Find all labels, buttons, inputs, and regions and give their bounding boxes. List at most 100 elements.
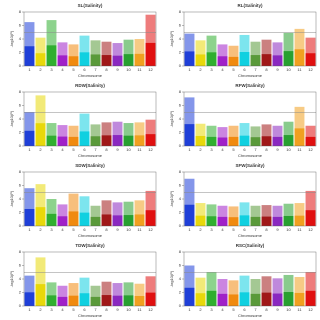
chromosome-core xyxy=(228,294,239,306)
panel-title: RSC(Salinity) xyxy=(236,243,265,248)
chromosome-core xyxy=(145,210,156,226)
chromosome-core xyxy=(184,204,195,226)
chromosome-core xyxy=(294,292,305,306)
chromosome-peak xyxy=(250,205,261,226)
chromosome-core xyxy=(261,136,272,146)
plot-frame xyxy=(183,251,317,307)
chromosome-peak xyxy=(228,125,239,146)
chromosome-core xyxy=(250,216,261,226)
y-tick-label: 6 xyxy=(19,183,22,188)
chromosome-core xyxy=(68,211,79,226)
x-tick-label: 12 xyxy=(148,227,153,232)
chromosome-core xyxy=(250,137,261,146)
chromosome-core xyxy=(46,135,57,146)
chromosome-core xyxy=(101,295,112,306)
x-tick-label: 2 xyxy=(39,227,42,232)
x-tick-label: 1 xyxy=(188,227,191,232)
chromosome-peak xyxy=(112,121,123,146)
chromosome-peak xyxy=(195,123,206,146)
chromosome-peak xyxy=(217,279,228,306)
chromosome-peak xyxy=(305,272,316,306)
x-tick-label: 5 xyxy=(232,307,235,312)
chromosome-peak xyxy=(272,278,283,306)
x-tick-label: 9 xyxy=(116,227,119,232)
chromosome-peak xyxy=(184,97,195,146)
x-tick-label: 9 xyxy=(276,147,279,152)
y-axis-label: -log10(P) xyxy=(169,30,174,47)
y-tick-label: 0 xyxy=(179,223,182,228)
chromosome-peak xyxy=(261,39,272,66)
y-tick-label: 6 xyxy=(19,103,22,108)
chromosome-core xyxy=(57,136,68,146)
x-tick-label: 5 xyxy=(72,147,75,152)
x-tick-label: 8 xyxy=(265,307,268,312)
chromosome-core xyxy=(250,55,261,66)
x-tick-label: 3 xyxy=(210,67,213,72)
chromosome-core xyxy=(134,295,145,306)
x-tick-label: 11 xyxy=(137,227,142,232)
y-tick-label: 8 xyxy=(19,169,22,174)
chromosome-peak xyxy=(228,45,239,66)
chromosome-core xyxy=(101,55,112,66)
chromosome-peak xyxy=(57,125,68,146)
x-tick-label: 5 xyxy=(232,227,235,232)
chromosome-core xyxy=(283,292,294,306)
chromosome-peak xyxy=(261,124,272,146)
x-tick-label: 7 xyxy=(254,307,257,312)
x-tick-label: 12 xyxy=(308,147,313,152)
chromosome-core xyxy=(206,290,217,306)
chromosome-core xyxy=(283,215,294,226)
x-tick-label: 11 xyxy=(137,147,142,152)
y-tick-label: 6 xyxy=(179,103,182,108)
chromosome-peak xyxy=(145,190,156,226)
x-tick-label: 12 xyxy=(148,147,153,152)
y-tick-label: 4 xyxy=(179,36,182,41)
chromosome-peak xyxy=(272,205,283,226)
y-tick-label: 0 xyxy=(179,303,182,308)
chromosome-core xyxy=(272,55,283,66)
x-tick-label: 8 xyxy=(105,307,108,312)
y-tick-label: 4 xyxy=(179,196,182,201)
panel-title: RFW(Salinity) xyxy=(235,83,265,88)
x-tick-label: 6 xyxy=(83,67,86,72)
x-tick-label: 3 xyxy=(210,147,213,152)
chromosome-peak xyxy=(283,274,294,306)
chromosome-core xyxy=(261,216,272,226)
chromosome-core xyxy=(35,123,46,146)
y-tick-label: 4 xyxy=(19,276,22,281)
chromosome-peak xyxy=(79,35,90,66)
y-axis-label: -log10(P) xyxy=(169,270,174,287)
y-tick-label: 2 xyxy=(179,210,182,215)
x-axis-label: Chromosome xyxy=(78,73,103,78)
chromosome-core xyxy=(68,56,79,66)
chromosome-core xyxy=(217,137,228,146)
chromosome-peak xyxy=(35,257,46,306)
x-tick-label: 6 xyxy=(83,227,86,232)
chromosome-peak xyxy=(24,112,35,146)
chromosome-peak xyxy=(101,41,112,66)
x-tick-label: 6 xyxy=(243,147,246,152)
y-axis-label: -log10(P) xyxy=(169,190,174,207)
chromosome-core xyxy=(261,54,272,66)
x-tick-label: 10 xyxy=(126,307,131,312)
y-tick-label: 2 xyxy=(179,130,182,135)
x-tick-label: 4 xyxy=(221,227,224,232)
x-tick-label: 11 xyxy=(297,307,302,312)
x-tick-label: 4 xyxy=(61,307,64,312)
chromosome-peak xyxy=(79,277,90,306)
x-tick-label: 8 xyxy=(105,227,108,232)
x-tick-label: 12 xyxy=(308,67,313,72)
chromosome-peak xyxy=(283,203,294,226)
chromosome-peak xyxy=(79,196,90,226)
x-tick-label: 4 xyxy=(61,227,64,232)
y-tick-label: 2 xyxy=(19,50,22,55)
panel-title: TDW(Salinity) xyxy=(75,243,105,248)
chromosome-core xyxy=(79,52,90,66)
chromosome-peak xyxy=(195,277,206,306)
y-tick-label: 8 xyxy=(19,9,22,14)
y-tick-label: 0 xyxy=(19,223,22,228)
x-tick-label: 9 xyxy=(276,67,279,72)
y-tick-label: 0 xyxy=(19,303,22,308)
chromosome-core xyxy=(206,52,217,66)
x-axis-label: Chromosome xyxy=(78,153,103,158)
